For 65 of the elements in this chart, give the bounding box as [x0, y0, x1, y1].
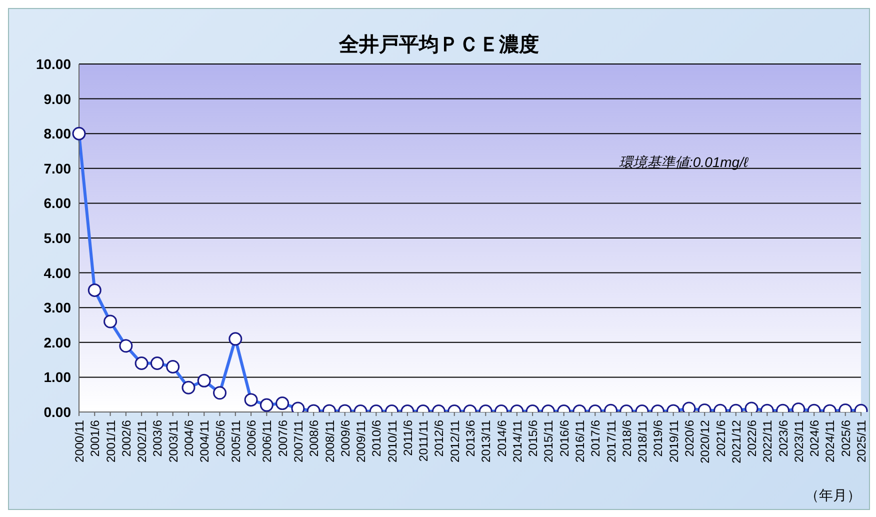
y-tick-label: 1.00	[44, 369, 72, 386]
y-tick-label: 8.00	[44, 126, 72, 142]
x-tick-label: 2010/6	[370, 420, 384, 457]
x-tick-label: 2024/11	[823, 420, 838, 462]
x-tick-label: 2017/6	[588, 420, 603, 457]
x-tick-label: 2004/11	[198, 420, 212, 462]
x-tick-label: 2010/11	[385, 420, 400, 462]
x-tick-label: 2013/11	[479, 420, 494, 462]
x-tick-label: 2017/11	[604, 420, 618, 462]
x-tick-label: 2007/11	[291, 420, 306, 462]
x-tick-label: 2020/6	[682, 420, 696, 457]
y-tick-label: 0.00	[44, 404, 72, 420]
x-tick-label: 2001/6	[88, 420, 102, 457]
x-tick-label: 2004/6	[182, 420, 196, 457]
x-tick-label: 2003/11	[166, 420, 180, 462]
x-tick-label: 2008/11	[322, 420, 337, 462]
x-tick-label: 2025/6	[838, 420, 853, 457]
y-tick-label: 5.00	[44, 230, 72, 246]
y-tick-label: 3.00	[44, 300, 72, 316]
y-tick-label: 7.00	[44, 160, 72, 176]
x-tick-label: 2021/12	[729, 420, 744, 464]
x-tick-label: 2023/11	[792, 420, 806, 462]
x-tick-label: 2019/11	[666, 420, 681, 462]
x-tick-label: 2012/11	[448, 420, 462, 462]
x-axis-title: （年月）	[805, 487, 861, 505]
x-tick-label: 2018/11	[636, 420, 650, 462]
annotation: 環境基準値:0.01mg/ℓ	[619, 154, 748, 172]
y-tick-label: 4.00	[44, 264, 72, 281]
x-tick-label: 2002/11	[135, 420, 150, 462]
x-tick-label: 2015/11	[542, 420, 556, 462]
x-tick-label: 2020/12	[698, 420, 712, 464]
x-tick-label: 2015/6	[526, 420, 540, 457]
x-tick-label: 2014/11	[510, 420, 524, 462]
x-tick-label: 2009/11	[354, 420, 368, 462]
x-tick-label: 2013/6	[464, 420, 478, 457]
x-tick-label: 2006/6	[244, 420, 259, 457]
x-tick-label: 2021/6	[714, 420, 728, 457]
x-tick-label: 2006/11	[260, 420, 274, 462]
x-tick-label: 2016/6	[557, 420, 572, 457]
x-tick-label: 2007/6	[276, 420, 290, 457]
x-tick-label: 2003/6	[150, 420, 165, 457]
x-tick-label: 2025/11	[854, 420, 869, 462]
x-tick-label: 2001/11	[104, 420, 118, 462]
chart-title: 全井戸平均ＰＣＥ濃度	[339, 34, 539, 56]
x-tick-label: 2019/6	[651, 420, 666, 457]
x-tick-label: 2018/6	[620, 420, 634, 457]
x-tick-label: 2014/6	[494, 420, 509, 457]
y-tick-label: 6.00	[44, 195, 72, 212]
x-tick-label: 2000/11	[72, 420, 87, 462]
x-tick-label: 2005/6	[213, 420, 228, 457]
y-tick-label: 2.00	[44, 334, 72, 350]
y-tick-label: 9.00	[44, 90, 72, 107]
x-tick-label: 2009/6	[338, 420, 352, 457]
x-tick-label: 2005/11	[228, 420, 243, 462]
x-tick-label: 2022/11	[760, 420, 775, 462]
x-tick-label: 2011/6	[400, 420, 415, 456]
x-tick-label: 2016/11	[573, 420, 587, 462]
x-tick-label: 2008/6	[307, 420, 322, 457]
x-tick-label: 2023/6	[776, 420, 790, 457]
x-tick-label: 2012/6	[432, 420, 446, 457]
x-tick-label: 2011/11	[416, 420, 431, 462]
x-tick-label: 2024/6	[808, 420, 822, 457]
y-tick-label: 10.00	[36, 56, 72, 72]
x-tick-label: 2002/6	[119, 420, 134, 457]
x-tick-label: 2022/6	[745, 420, 760, 457]
